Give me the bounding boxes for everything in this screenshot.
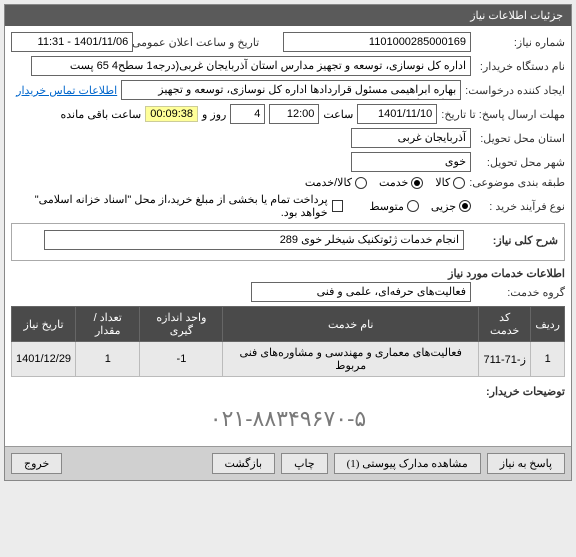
radio-medium-label: متوسط xyxy=(369,200,404,213)
city-label: شهر محل تحویل: xyxy=(475,156,565,169)
row-process: نوع فرآیند خرید : جزیی متوسط پرداخت تمام… xyxy=(11,193,565,219)
td-0: 1 xyxy=(531,342,565,377)
payment-checkbox[interactable] xyxy=(332,200,343,212)
radio-goods[interactable]: کالا/خدمت xyxy=(305,176,367,189)
row-buyer: نام دستگاه خریدار: اداره کل نوسازی، توسع… xyxy=(11,56,565,76)
province-value: آذربایجان غربی xyxy=(351,128,471,148)
footer-bar: پاسخ به نیاز مشاهده مدارک پیوستی (1) چاپ… xyxy=(5,446,571,480)
desc-label: شرح کلی نیاز: xyxy=(468,234,558,247)
requester-label: ایجاد کننده درخواست: xyxy=(465,84,565,97)
row-category: طبقه بندی موضوعی: کالا خدمت کالا/خدمت xyxy=(11,176,565,189)
details-panel: جزئیات اطلاعات نیاز شماره نیاز: 11010002… xyxy=(4,4,572,481)
service-group-label: گروه خدمت: xyxy=(475,286,565,299)
service-group-value: فعالیت‌های حرفه‌ای، علمی و فنی xyxy=(251,282,471,302)
buyer-value: اداره کل نوسازی، توسعه و تجهیز مدارس است… xyxy=(31,56,471,76)
radio-medium-dot xyxy=(407,200,419,212)
row-deadline: مهلت ارسال پاسخ: تا تاریخ: 1401/11/10 سا… xyxy=(11,104,565,124)
td-3: 1- xyxy=(140,342,223,377)
th-5: تاریخ نیاز xyxy=(12,307,76,342)
payment-check-label: پرداخت تمام یا بخشی از مبلغ خرید،از محل … xyxy=(11,193,328,219)
td-1: ز-71-711 xyxy=(479,342,531,377)
services-title: اطلاعات خدمات مورد نیاز xyxy=(11,267,565,280)
radio-all-label: کالا xyxy=(435,176,450,189)
attachments-button[interactable]: مشاهده مدارک پیوستی (1) xyxy=(334,453,481,474)
row-province: استان محل تحویل: آذربایجان غربی xyxy=(11,128,565,148)
panel-body: شماره نیاز: 1101000285000169 تاریخ و ساع… xyxy=(5,26,571,446)
td-4: 1 xyxy=(76,342,140,377)
row-buyer-notes: توضیحات خریدار: xyxy=(11,385,565,398)
print-button[interactable]: چاپ xyxy=(281,453,328,474)
process-label: نوع فرآیند خرید : xyxy=(475,200,565,213)
radio-service-label: خدمت xyxy=(379,176,408,189)
need-no-value: 1101000285000169 xyxy=(283,32,471,52)
table-header-row: ردیف کد خدمت نام خدمت واحد اندازه گیری ت… xyxy=(12,307,565,342)
radio-goods-dot xyxy=(355,177,367,189)
buyer-label: نام دستگاه خریدار: xyxy=(475,60,565,73)
contact-link[interactable]: اطلاعات تماس خریدار xyxy=(16,84,117,97)
requester-value: بهاره ابراهیمی مسئول قراردادها اداره کل … xyxy=(121,80,461,100)
td-5: 1401/12/29 xyxy=(12,342,76,377)
radio-service[interactable]: خدمت xyxy=(379,176,423,189)
announce-value: 1401/11/06 - 11:31 xyxy=(11,32,133,52)
td-2: فعالیت‌های معماری و مهندسی و مشاوره‌های … xyxy=(223,342,479,377)
radio-partial[interactable]: جزیی xyxy=(431,200,471,213)
announce-label: تاریخ و ساعت اعلان عمومی: xyxy=(137,36,259,49)
category-radios: کالا خدمت کالا/خدمت xyxy=(305,176,465,189)
radio-all[interactable]: کالا xyxy=(435,176,465,189)
radio-goods-label: کالا/خدمت xyxy=(305,176,352,189)
back-button[interactable]: بازگشت xyxy=(212,453,276,474)
table-row[interactable]: 1 ز-71-711 فعالیت‌های معماری و مهندسی و … xyxy=(12,342,565,377)
services-table: ردیف کد خدمت نام خدمت واحد اندازه گیری ت… xyxy=(11,306,565,377)
need-no-label: شماره نیاز: xyxy=(475,36,565,49)
countdown: 00:09:38 xyxy=(145,106,198,122)
radio-service-dot xyxy=(411,177,423,189)
row-requester: ایجاد کننده درخواست: بهاره ابراهیمی مسئو… xyxy=(11,80,565,100)
row-service-group: گروه خدمت: فعالیت‌های حرفه‌ای، علمی و فن… xyxy=(11,282,565,302)
radio-partial-label: جزیی xyxy=(431,200,456,213)
remaining-label: ساعت باقی مانده xyxy=(60,108,141,121)
reply-button[interactable]: پاسخ به نیاز xyxy=(487,453,565,474)
th-0: ردیف xyxy=(531,307,565,342)
day-label: روز و xyxy=(202,108,226,121)
row-desc: شرح کلی نیاز: انجام خدمات ژئوتکنیک شیخلر… xyxy=(18,230,558,250)
th-3: واحد اندازه گیری xyxy=(140,307,223,342)
panel-title: جزئیات اطلاعات نیاز xyxy=(5,5,571,26)
desc-box: شرح کلی نیاز: انجام خدمات ژئوتکنیک شیخلر… xyxy=(11,223,565,261)
th-4: تعداد / مقدار xyxy=(76,307,140,342)
th-2: نام خدمت xyxy=(223,307,479,342)
radio-all-dot xyxy=(453,177,465,189)
phone-watermark: ۰۲۱-۸۸۳۴۹۶۷۰-۵ xyxy=(11,406,565,432)
deadline-date: 1401/11/10 xyxy=(357,104,437,124)
radio-medium[interactable]: متوسط xyxy=(369,200,419,213)
row-city: شهر محل تحویل: خوی xyxy=(11,152,565,172)
time-label: ساعت xyxy=(323,108,353,121)
desc-value: انجام خدمات ژئوتکنیک شیخلر خوی 289 xyxy=(44,230,464,250)
province-label: استان محل تحویل: xyxy=(475,132,565,145)
deadline-time: 12:00 xyxy=(269,104,319,124)
category-label: طبقه بندی موضوعی: xyxy=(469,176,565,189)
deadline-label: مهلت ارسال پاسخ: تا تاریخ: xyxy=(441,108,565,121)
city-value: خوی xyxy=(351,152,471,172)
th-1: کد خدمت xyxy=(479,307,531,342)
days-left: 4 xyxy=(230,104,265,124)
buyer-notes-label: توضیحات خریدار: xyxy=(475,385,565,398)
exit-button[interactable]: خروج xyxy=(11,453,62,474)
process-radios: جزیی متوسط xyxy=(369,200,471,213)
row-need-no: شماره نیاز: 1101000285000169 تاریخ و ساع… xyxy=(11,32,565,52)
radio-partial-dot xyxy=(459,200,471,212)
